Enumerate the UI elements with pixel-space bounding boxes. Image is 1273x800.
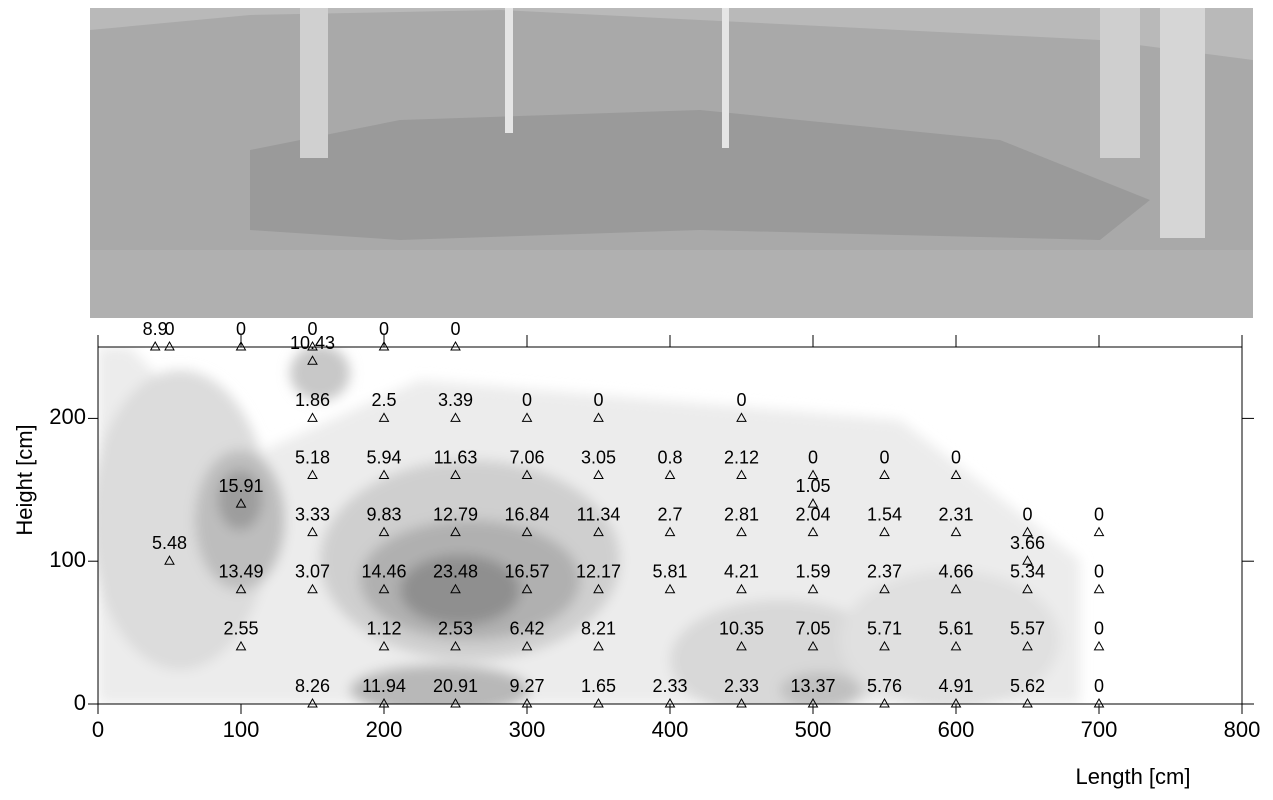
point-value: 13.49 — [218, 562, 263, 582]
point-value: 16.84 — [504, 504, 549, 524]
point-value: 5.34 — [1010, 562, 1045, 582]
point-value: 2.81 — [724, 504, 759, 524]
point-value: 0 — [879, 447, 889, 467]
point-value: 4.21 — [724, 562, 759, 582]
point-value: 2.37 — [867, 562, 902, 582]
point-value: 2.33 — [652, 676, 687, 696]
point-value: 3.05 — [581, 447, 616, 467]
point-value: 16.57 — [504, 562, 549, 582]
point-value: 5.94 — [366, 447, 401, 467]
y-tick-label: 200 — [49, 404, 86, 429]
point-value: 8.21 — [581, 619, 616, 639]
point-value: 0 — [951, 447, 961, 467]
point-value: 2.55 — [223, 619, 258, 639]
point-value: 5.48 — [152, 533, 187, 553]
point-value: 2.7 — [657, 504, 682, 524]
point-value: 0 — [164, 319, 174, 339]
point-value: 0 — [808, 447, 818, 467]
point-value: 3.39 — [438, 390, 473, 410]
point-value: 0 — [1094, 562, 1104, 582]
point-value: 5.57 — [1010, 619, 1045, 639]
point-value: 12.79 — [433, 504, 478, 524]
figure: Length [cm] Height [cm] 0 100 200 300 400 500… — [0, 0, 1273, 795]
x-tick-label: 300 — [509, 717, 546, 742]
point-value: 13.37 — [790, 676, 835, 696]
point-value: 0 — [379, 319, 389, 339]
point-value: 2.33 — [724, 676, 759, 696]
contour-fill — [90, 345, 1080, 720]
point-value: 2.04 — [795, 504, 830, 524]
point-value: 11.34 — [577, 504, 621, 524]
y-axis-label: Height [cm] — [12, 424, 37, 535]
point-value: 0 — [236, 319, 246, 339]
sample-point — [1095, 585, 1104, 593]
point-value: 0 — [593, 390, 603, 410]
point-value: 3.66 — [1010, 533, 1045, 553]
point-value: 5.81 — [652, 562, 687, 582]
point-value: 0 — [1094, 676, 1104, 696]
point-value: 0 — [1094, 504, 1104, 524]
photo — [90, 8, 1253, 318]
point-value: 11.63 — [434, 447, 478, 467]
point-value: 20.91 — [433, 676, 478, 696]
point-value: 1.59 — [795, 562, 830, 582]
point-value: 1.05 — [795, 476, 830, 496]
x-tick-label: 100 — [223, 717, 260, 742]
point-value: 4.66 — [938, 562, 973, 582]
point-value: 12.17 — [576, 562, 621, 582]
point-value: 7.05 — [795, 619, 830, 639]
point-value: 8.26 — [295, 676, 330, 696]
point-value: 5.62 — [1010, 676, 1045, 696]
point-value: 23.48 — [433, 562, 478, 582]
point-value: 1.86 — [295, 390, 330, 410]
x-tick-label: 600 — [938, 717, 975, 742]
point-value: 0.8 — [657, 447, 682, 467]
point-value: 6.42 — [509, 619, 544, 639]
point-value: 0 — [736, 390, 746, 410]
point-value: 9.83 — [366, 504, 401, 524]
x-axis-label: Length [cm] — [1076, 764, 1191, 789]
point-value: 3.33 — [295, 504, 330, 524]
point-value: 5.76 — [867, 676, 902, 696]
sample-point — [308, 413, 317, 421]
point-value: 7.06 — [509, 447, 544, 467]
point-value: 5.18 — [295, 447, 330, 467]
point-value: 2.53 — [438, 619, 473, 639]
point-value: 1.65 — [581, 676, 616, 696]
point-value: 10.35 — [719, 619, 764, 639]
point-value: 0 — [1094, 619, 1104, 639]
point-value: 11.94 — [362, 676, 406, 696]
point-value: 2.12 — [724, 447, 759, 467]
point-value: 0 — [1022, 504, 1032, 524]
point-value: 9.27 — [509, 676, 544, 696]
x-tick-label: 0 — [92, 717, 104, 742]
point-value: 14.46 — [361, 562, 406, 582]
x-tick-label: 700 — [1081, 717, 1118, 742]
point-value: 2.5 — [371, 390, 396, 410]
point-value: 4.91 — [938, 676, 973, 696]
sample-point — [151, 342, 160, 350]
point-value: 0 — [522, 390, 532, 410]
point-value: 0 — [450, 319, 460, 339]
sample-point — [165, 342, 174, 350]
sample-point — [1095, 642, 1104, 650]
point-value: 15.91 — [218, 476, 263, 496]
x-tick-label: 800 — [1224, 717, 1261, 742]
x-tick-label: 500 — [795, 717, 832, 742]
point-value: 10.43 — [290, 333, 335, 353]
y-tick-label: 0 — [74, 690, 86, 715]
sample-point — [1095, 528, 1104, 536]
x-tick-label: 400 — [652, 717, 689, 742]
point-value: 1.54 — [867, 504, 902, 524]
sample-point — [451, 342, 460, 350]
point-value: 1.12 — [366, 619, 401, 639]
point-value: 2.31 — [938, 504, 973, 524]
point-value: 5.61 — [938, 619, 973, 639]
x-tick-label: 200 — [366, 717, 403, 742]
point-value: 5.71 — [867, 619, 902, 639]
y-tick-label: 100 — [49, 547, 86, 572]
point-value: 3.07 — [295, 562, 330, 582]
